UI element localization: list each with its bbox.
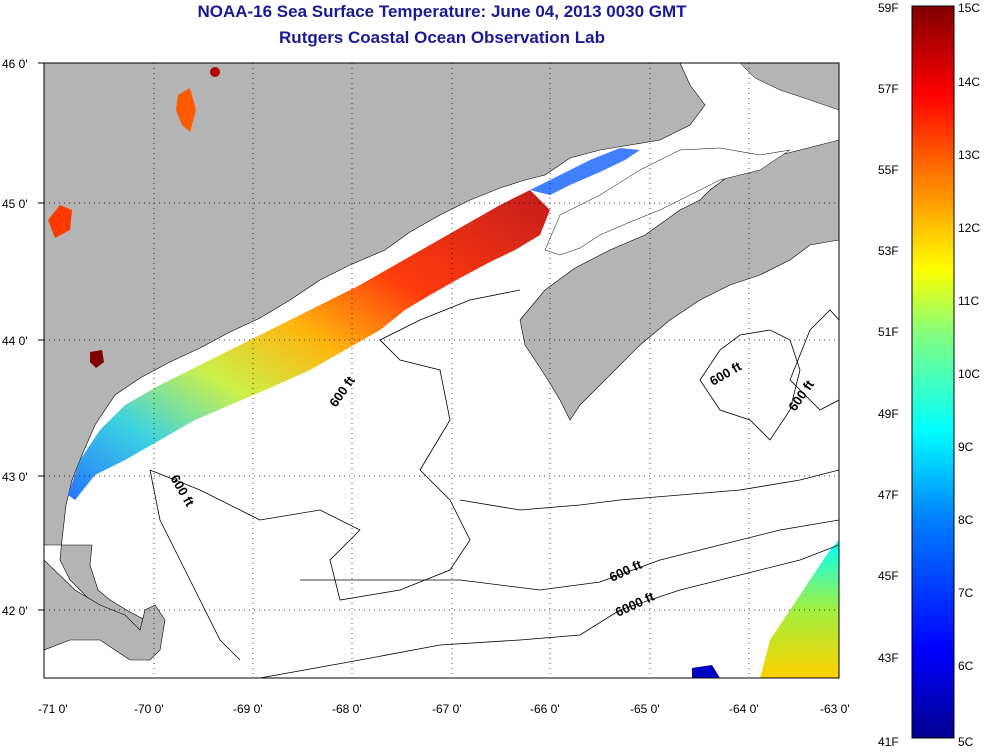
contour-600ft-lower bbox=[300, 519, 839, 591]
lat-label-43: 43 0' bbox=[2, 470, 28, 484]
lon-label-67: -67 0' bbox=[432, 702, 462, 716]
cbar-f-47: 47F bbox=[878, 488, 899, 502]
contour-6000ft bbox=[259, 544, 839, 678]
lat-label-46: 46 0' bbox=[2, 57, 28, 71]
cbar-f-45: 45F bbox=[878, 569, 899, 583]
lon-label-69: -69 0' bbox=[233, 702, 263, 716]
cbar-c-13: 13C bbox=[958, 148, 980, 162]
cbar-c-5: 5C bbox=[958, 735, 974, 749]
map-subtitle: Rutgers Coastal Ocean Observation Lab bbox=[279, 28, 605, 47]
lon-label-68: -68 0' bbox=[332, 702, 362, 716]
cbar-c-6: 6C bbox=[958, 659, 974, 673]
land-nova-scotia bbox=[519, 139, 839, 421]
cbar-c-8: 8C bbox=[958, 513, 974, 527]
contour-600ft-east bbox=[699, 309, 839, 441]
cbar-c-14: 14C bbox=[958, 75, 980, 89]
lat-label-45: 45 0' bbox=[2, 197, 28, 211]
lon-label-65: -65 0' bbox=[630, 702, 660, 716]
cbar-f-51: 51F bbox=[878, 325, 899, 339]
sst-southeast-patch bbox=[760, 540, 839, 678]
lon-label-64: -64 0' bbox=[729, 702, 759, 716]
colorbar bbox=[911, 5, 955, 739]
sst-inland-patch bbox=[176, 88, 196, 132]
cbar-c-10: 10C bbox=[958, 367, 980, 381]
bay-of-fundy bbox=[544, 147, 791, 256]
sst-small-patch bbox=[692, 665, 720, 678]
sst-inland-patch-3 bbox=[90, 350, 104, 368]
cbar-f-53: 53F bbox=[878, 244, 899, 258]
cbar-c-7: 7C bbox=[958, 586, 974, 600]
lon-label-66: -66 0' bbox=[530, 702, 560, 716]
cbar-c-11: 11C bbox=[958, 294, 979, 308]
cbar-f-43: 43F bbox=[878, 651, 899, 665]
sst-upper-band bbox=[530, 148, 640, 195]
cbar-f-49: 49F bbox=[878, 407, 899, 421]
cbar-f-57: 57F bbox=[878, 82, 899, 96]
cbar-c-9: 9C bbox=[958, 440, 974, 454]
lon-label-63: -63 0' bbox=[820, 702, 850, 716]
map-title: NOAA-16 Sea Surface Temperature: June 04… bbox=[197, 2, 687, 21]
cbar-f-41: 41F bbox=[878, 735, 899, 749]
lat-label-42: 42 0' bbox=[2, 604, 28, 618]
sst-inland-patch-2 bbox=[48, 205, 72, 238]
cbar-f-55: 55F bbox=[878, 163, 899, 177]
cbar-c-12: 12C bbox=[958, 221, 980, 235]
cbar-f-59: 59F bbox=[878, 1, 899, 15]
land-pei bbox=[739, 63, 839, 111]
lat-label-44: 44 0' bbox=[2, 334, 28, 348]
lon-label-70: -70 0' bbox=[134, 702, 164, 716]
contour-600ft-shelf bbox=[459, 469, 839, 511]
sst-coastal-band bbox=[68, 190, 550, 500]
map-frame bbox=[43, 62, 840, 679]
lon-label-71: -71 0' bbox=[38, 702, 68, 716]
cbar-c-15: 15C bbox=[958, 1, 980, 15]
